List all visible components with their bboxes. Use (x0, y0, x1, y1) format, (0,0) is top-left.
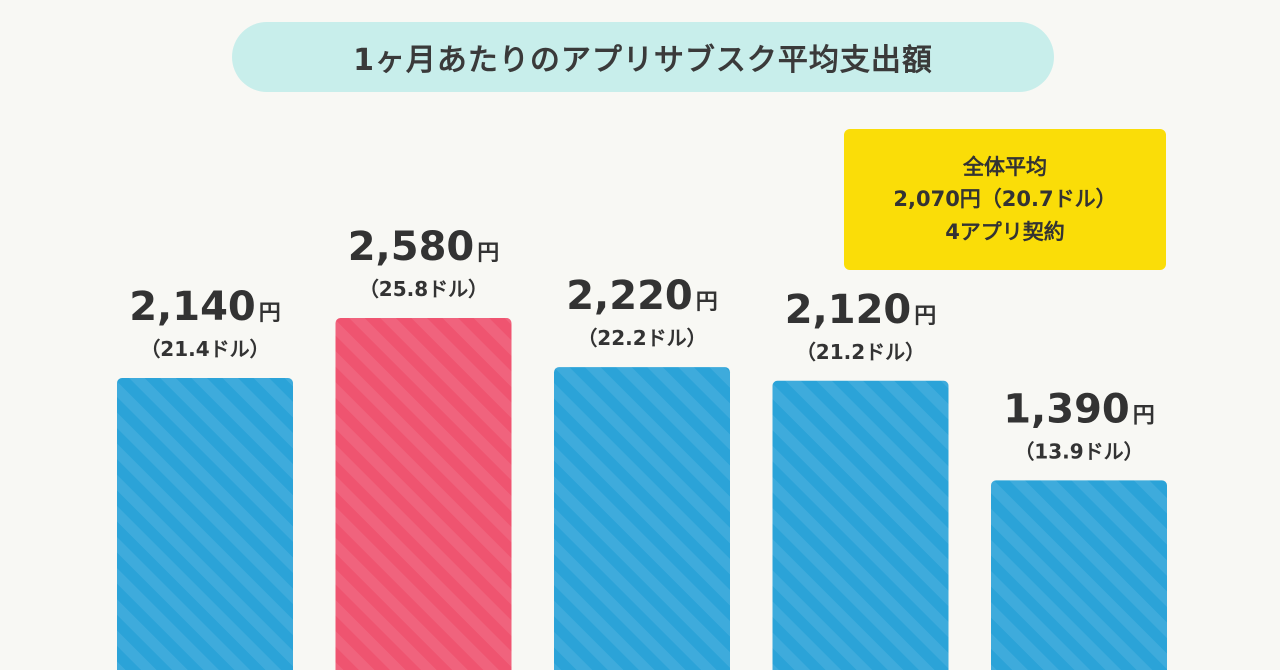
bar-2-stripes (335, 318, 512, 670)
average-box-line3: 4アプリ契約 (945, 219, 1065, 244)
bar-1-dollar-label: （21.4ドル） (140, 337, 269, 361)
bar-1-value-label: 2,140 円 (129, 284, 281, 330)
bar-2-dollar-label: （25.8ドル） (359, 277, 488, 301)
bar-4-dollar-label: （21.2ドル） (796, 340, 925, 364)
bar-3-stripes (554, 367, 730, 670)
average-box-line2: 2,070円（20.7ドル） (893, 187, 1117, 212)
bar-2-value-label: 2,580 円 (348, 224, 500, 270)
bar-3-value-label: 2,220 円 (566, 273, 718, 319)
chart-title-text: 1ヶ月あたりのアプリサブスク平均支出額 (353, 43, 933, 78)
overall-average-box: 全体平均 2,070円（20.7ドル） 4アプリ契約 (844, 129, 1166, 270)
bar-1-stripes (117, 378, 293, 670)
bar-4-value-label: 2,120 円 (785, 287, 937, 333)
bar-5-stripes (991, 480, 1167, 670)
bar-4-stripes (772, 380, 949, 670)
bar-5-value-label: 1,390 円 (1003, 386, 1155, 432)
bar-5-dollar-label: （13.9ドル） (1014, 439, 1143, 463)
bar-3-dollar-label: （22.2ドル） (577, 326, 706, 350)
average-box-line1: 全体平均 (963, 154, 1047, 179)
bars-group: 2,140 円 （21.4ドル） 2,580 円 （25.8ドル） 2,220 円 （22.2ド… (117, 224, 1167, 670)
chart-title: 1ヶ月あたりのアプリサブスク平均支出額 (232, 22, 1054, 92)
